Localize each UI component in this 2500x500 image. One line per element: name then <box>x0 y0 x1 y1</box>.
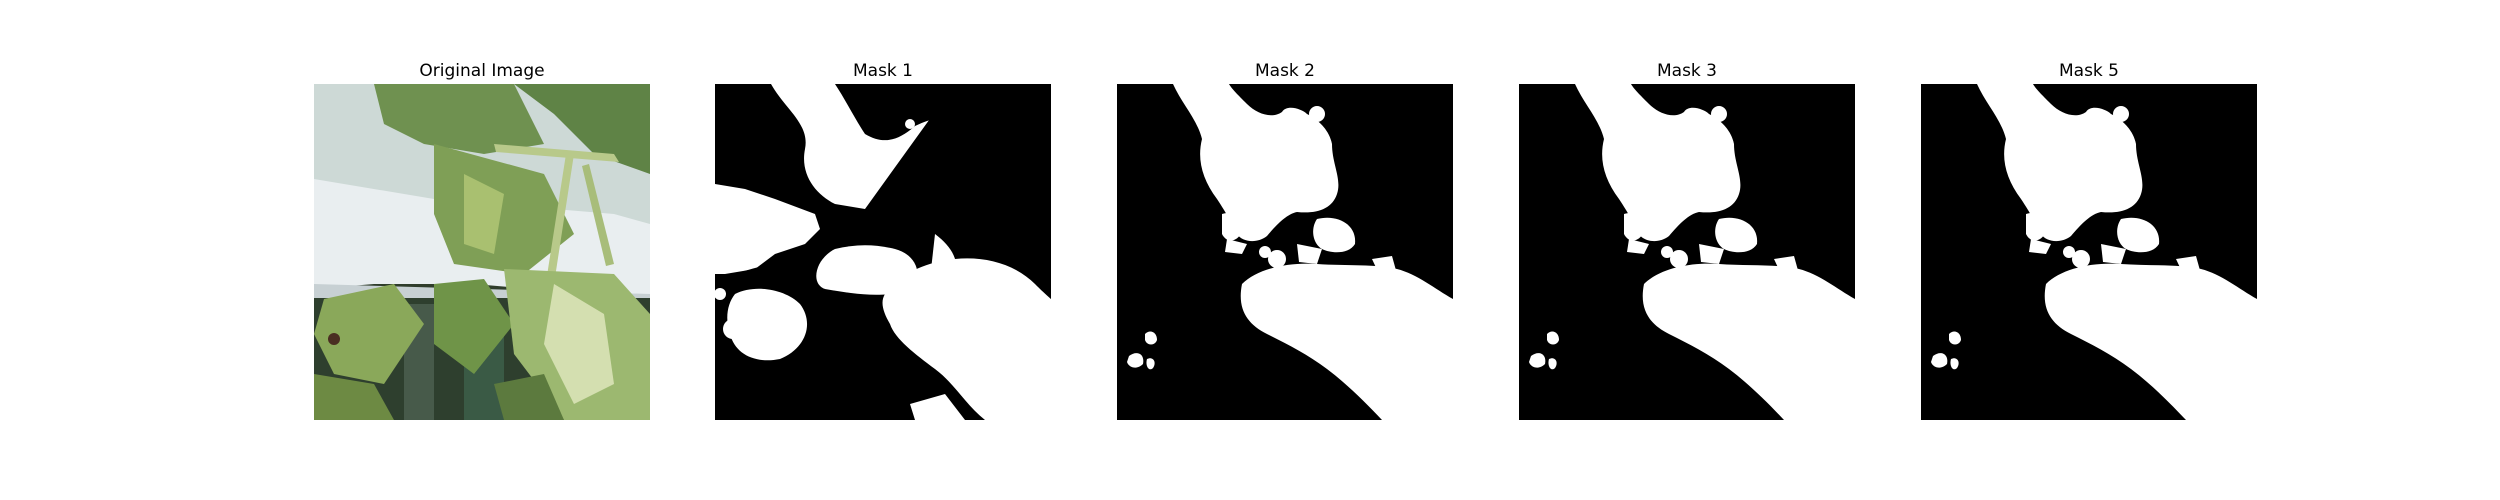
panel-title: Mask 3 <box>1656 61 1717 81</box>
panel-mask-5: Mask 5 <box>1921 58 2257 420</box>
panel-mask-1: Mask 1 <box>715 58 1051 420</box>
panel-mask-3: Mask 3 <box>1519 58 1855 420</box>
panel-title: Mask 2 <box>1254 61 1315 81</box>
mask-1-image <box>715 84 1051 420</box>
original-image <box>314 84 650 420</box>
panel-title: Mask 1 <box>852 61 913 81</box>
panel-original-image: Original Image <box>314 58 650 420</box>
mask-5-image <box>1921 84 2257 420</box>
mask-3-image <box>1519 84 1855 420</box>
panel-title: Original Image <box>419 61 545 81</box>
panel-mask-2: Mask 2 <box>1117 58 1453 420</box>
panel-title: Mask 5 <box>2058 61 2119 81</box>
mask-2-image <box>1117 84 1453 420</box>
